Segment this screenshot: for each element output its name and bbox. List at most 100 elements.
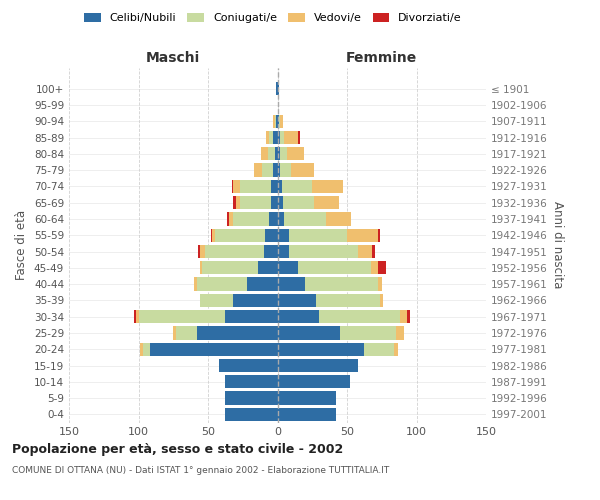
Bar [289,245,358,258]
Bar [212,228,215,242]
Bar [274,114,275,128]
Bar [262,164,274,177]
Bar [277,196,283,209]
Bar [277,310,319,324]
Bar [314,196,338,209]
Bar [271,180,277,193]
Bar [316,294,380,307]
Bar [377,228,380,242]
Bar [277,245,289,258]
Bar [277,114,279,128]
Bar [283,196,314,209]
Bar [281,180,312,193]
Bar [194,278,197,291]
Bar [224,392,277,405]
Text: Maschi: Maschi [146,51,200,65]
Bar [277,375,350,388]
Bar [258,261,277,274]
Bar [277,131,280,144]
Bar [200,245,205,258]
Bar [266,131,269,144]
Bar [340,326,395,340]
Bar [224,375,277,388]
Bar [149,342,277,356]
Bar [202,261,258,274]
Bar [277,82,279,96]
Bar [277,392,336,405]
Bar [198,245,200,258]
Bar [274,131,277,144]
Bar [371,261,377,274]
Bar [140,342,143,356]
Bar [269,212,277,226]
Bar [395,326,404,340]
Bar [240,180,271,193]
Bar [233,196,236,209]
Bar [268,147,275,160]
Legend: Celibi/Nubili, Coniugati/e, Vedovi/e, Divorziati/e: Celibi/Nubili, Coniugati/e, Vedovi/e, Di… [80,8,466,28]
Bar [229,212,233,226]
Bar [211,228,212,242]
Bar [277,294,316,307]
Bar [205,245,263,258]
Bar [305,278,377,291]
Bar [277,228,289,242]
Bar [277,180,281,193]
Bar [143,342,149,356]
Bar [274,164,277,177]
Bar [284,131,298,144]
Bar [277,164,280,177]
Bar [275,147,277,160]
Bar [358,245,372,258]
Bar [377,278,382,291]
Text: COMUNE DI OTTANA (NU) - Dati ISTAT 1° gennaio 2002 - Elaborazione TUTTITALIA.IT: COMUNE DI OTTANA (NU) - Dati ISTAT 1° ge… [12,466,389,475]
Bar [277,342,364,356]
Text: Femmine: Femmine [346,51,418,65]
Bar [275,114,276,128]
Bar [136,310,139,324]
Bar [247,278,277,291]
Bar [269,131,274,144]
Bar [400,310,407,324]
Bar [197,326,277,340]
Bar [280,164,292,177]
Bar [372,245,375,258]
Bar [233,212,269,226]
Bar [215,228,265,242]
Bar [134,310,136,324]
Bar [377,261,386,274]
Bar [279,114,280,128]
Bar [326,212,351,226]
Bar [364,342,394,356]
Bar [280,114,283,128]
Bar [284,212,326,226]
Bar [277,326,340,340]
Bar [200,294,233,307]
Bar [280,131,284,144]
Bar [224,408,277,421]
Y-axis label: Anni di nascita: Anni di nascita [551,202,564,288]
Bar [277,261,298,274]
Bar [233,180,240,193]
Bar [347,228,377,242]
Bar [277,359,358,372]
Bar [173,326,176,340]
Bar [232,180,233,193]
Bar [394,342,398,356]
Bar [280,147,287,160]
Bar [287,147,304,160]
Y-axis label: Fasce di età: Fasce di età [16,210,28,280]
Bar [263,245,277,258]
Bar [265,228,277,242]
Bar [276,114,277,128]
Bar [254,164,262,177]
Bar [289,228,347,242]
Bar [197,278,247,291]
Text: Popolazione per età, sesso e stato civile - 2002: Popolazione per età, sesso e stato civil… [12,442,343,456]
Bar [200,261,202,274]
Bar [139,310,224,324]
Bar [224,310,277,324]
Bar [277,147,280,160]
Bar [240,196,271,209]
Bar [298,261,371,274]
